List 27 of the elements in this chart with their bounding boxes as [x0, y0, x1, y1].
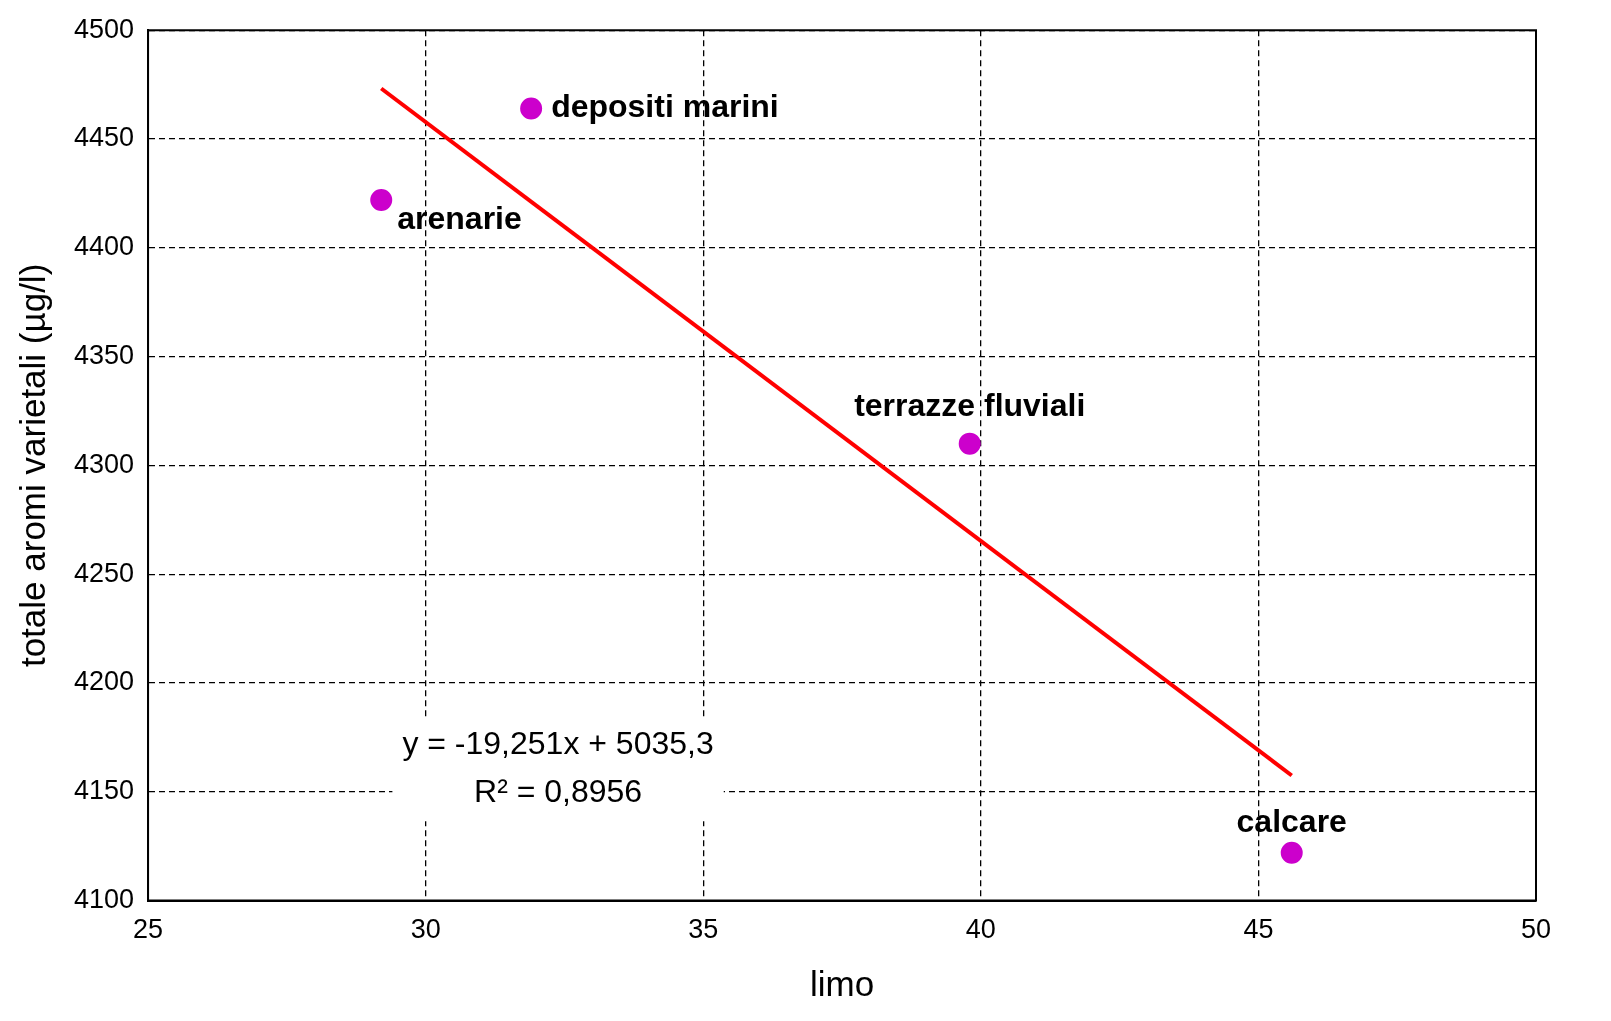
point: [1280, 841, 1303, 864]
x-tick-label: 50: [1520, 914, 1552, 945]
x-tick-label: 35: [688, 914, 719, 945]
y-tick-label: 4100: [73, 884, 135, 915]
y-tick-label: 4500: [73, 13, 135, 44]
annotation: arenarie: [397, 199, 522, 236]
point: [520, 97, 543, 120]
y-tick-label: 4150: [73, 775, 135, 806]
y-tick-label: 4400: [73, 231, 135, 262]
annotation: depositi marini: [551, 88, 779, 125]
y-axis-title: totale aromi varietali (µg/l): [12, 263, 52, 668]
y-tick-label: 4450: [73, 122, 135, 153]
y-tick-label: 4250: [73, 557, 135, 588]
x-tick-label: 45: [1243, 914, 1274, 945]
x-tick-label: 40: [965, 914, 996, 945]
y-tick-label: 4300: [73, 448, 135, 479]
x-tick-label: 25: [133, 914, 164, 945]
annotation: y = -19,251x + 5035,3: [402, 725, 714, 762]
annotation: R² = 0,8956: [474, 773, 643, 810]
x-tick-label: 30: [410, 914, 441, 945]
annotation: terrazze fluviali: [854, 387, 1086, 424]
annotation: calcare: [1236, 802, 1347, 839]
point: [958, 432, 981, 455]
y-tick-label: 4200: [73, 666, 135, 697]
x-axis-title: limo: [809, 963, 875, 1003]
point: [370, 188, 393, 211]
y-tick-label: 4350: [73, 340, 135, 371]
